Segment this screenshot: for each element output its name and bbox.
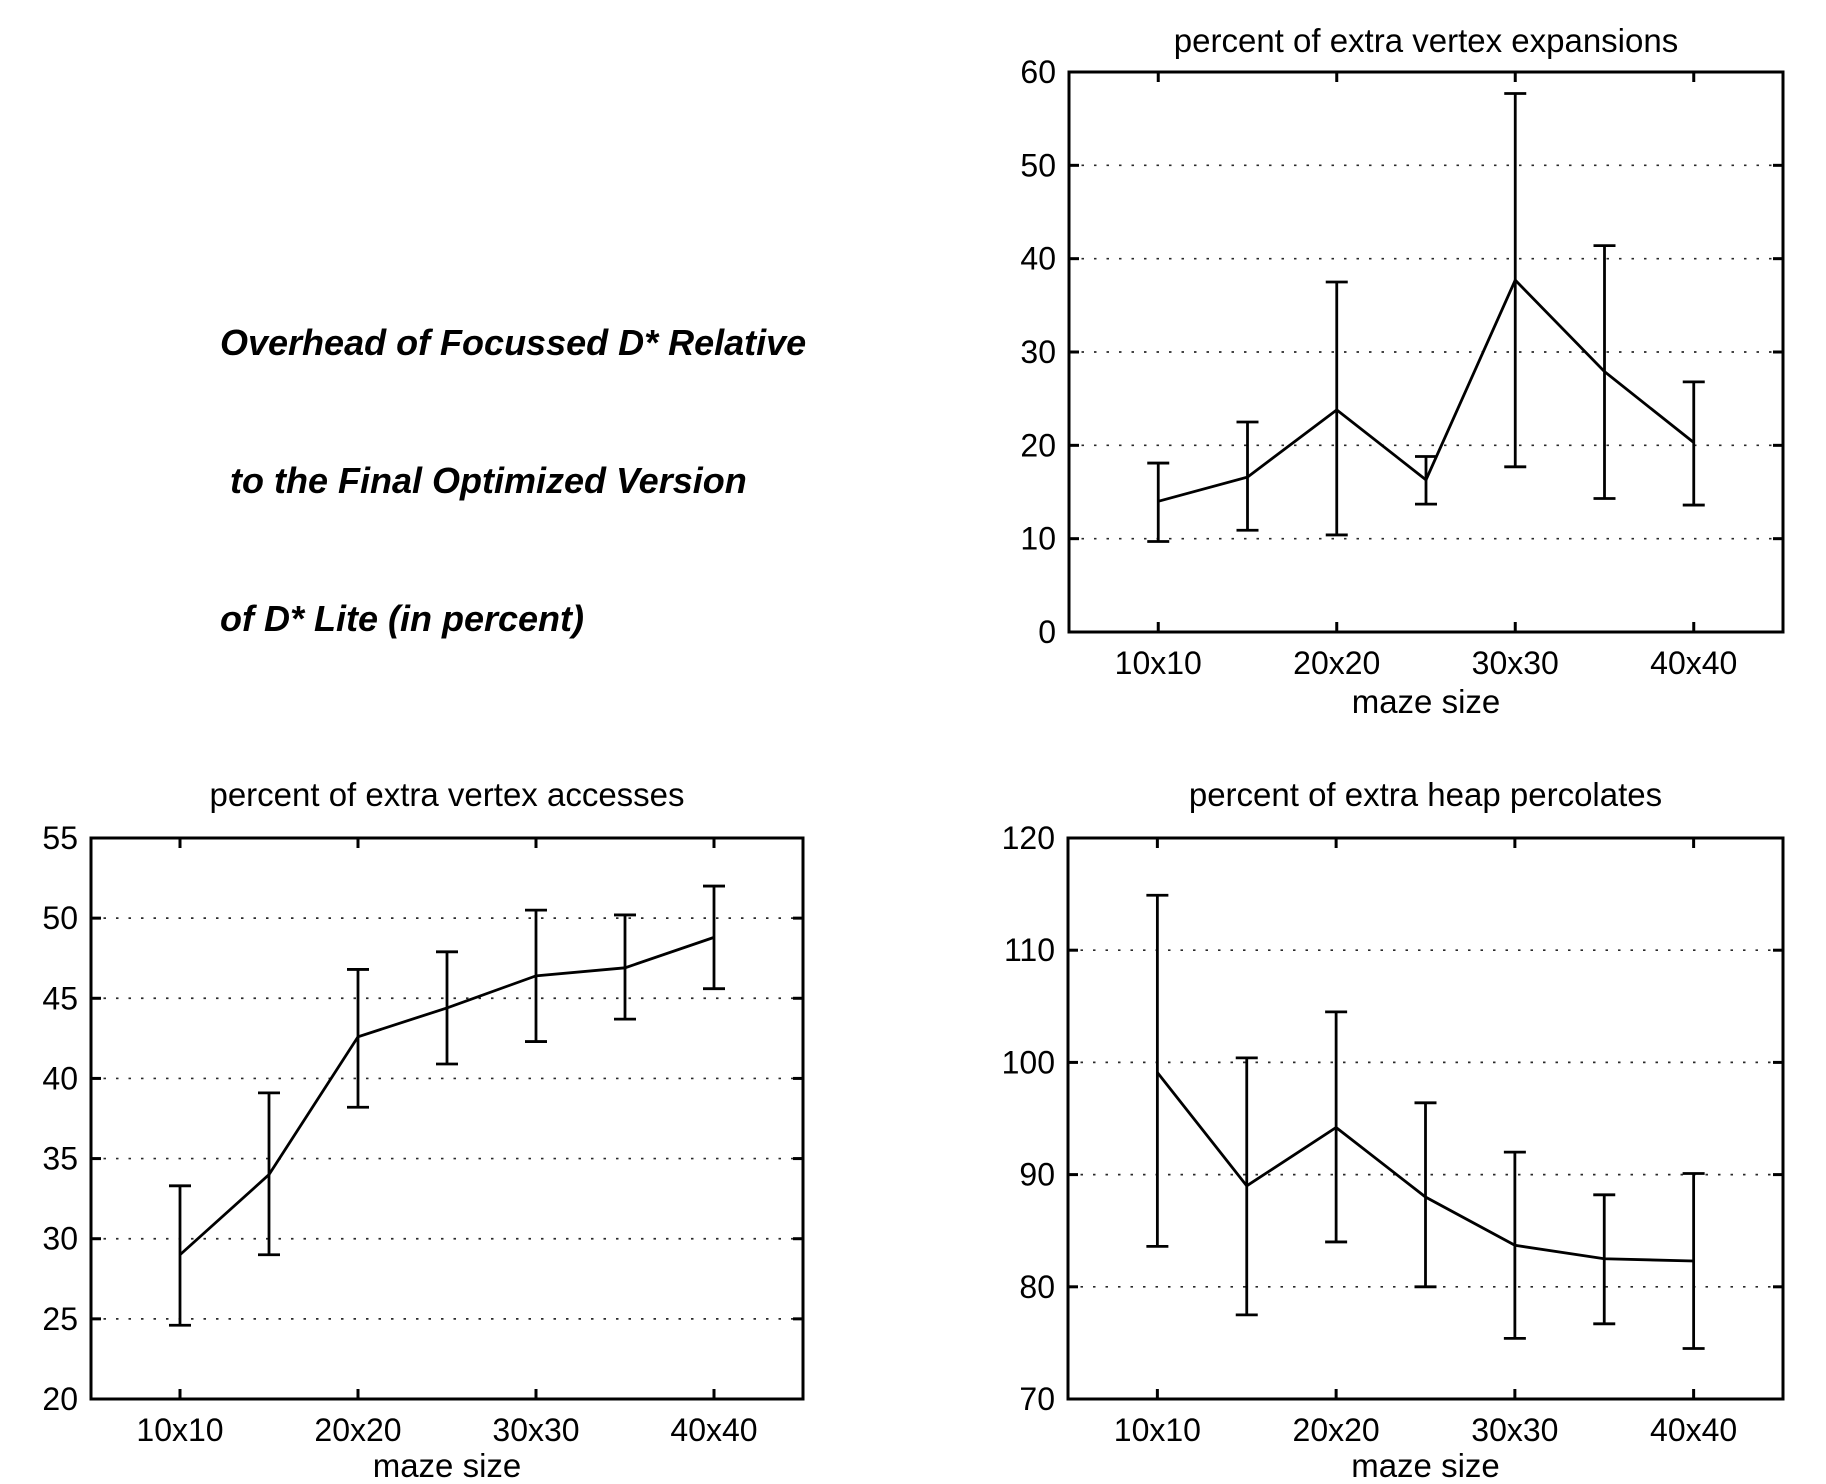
x-tick-label: 30x30 (1471, 1412, 1558, 1448)
y-tick-label: 20 (42, 1381, 78, 1417)
x-tick-label: 30x30 (1472, 645, 1559, 681)
x-tick-label: 30x30 (492, 1412, 579, 1448)
x-tick-label: 40x40 (1650, 645, 1737, 681)
y-tick-label: 20 (1020, 427, 1056, 463)
y-tick-label: 50 (1020, 147, 1056, 183)
x-axis-label: maze size (1351, 1447, 1500, 1484)
chart-title: percent of extra vertex accesses (209, 776, 684, 813)
x-axis-label: maze size (373, 1447, 522, 1484)
y-tick-label: 35 (42, 1141, 78, 1177)
series-line (1156, 1071, 1694, 1263)
y-tick-label: 100 (1002, 1044, 1055, 1080)
x-tick-label: 10x10 (1115, 645, 1202, 681)
x-tick-label: 40x40 (670, 1412, 757, 1448)
y-tick-label: 40 (42, 1060, 78, 1096)
y-tick-label: 0 (1038, 614, 1056, 650)
y-tick-label: 80 (1019, 1269, 1055, 1305)
y-tick-label: 30 (42, 1221, 78, 1257)
x-tick-label: 10x10 (136, 1412, 223, 1448)
y-tick-label: 90 (1019, 1157, 1055, 1193)
error-bar (169, 1184, 191, 1327)
y-tick-label: 40 (1020, 241, 1056, 277)
error-bar (1682, 380, 1705, 507)
y-tick-label: 30 (1020, 334, 1056, 370)
series-line (1157, 277, 1695, 503)
y-tick-label: 10 (1020, 521, 1056, 557)
error-bar (1147, 461, 1170, 543)
x-axis-label: maze size (1352, 683, 1501, 720)
x-tick-label: 10x10 (1114, 1412, 1201, 1448)
y-tick-label: 60 (1020, 54, 1056, 90)
y-tick-label: 25 (42, 1301, 78, 1337)
y-tick-label: 70 (1019, 1381, 1055, 1417)
error-bar (1414, 1101, 1437, 1289)
plot-box (1067, 70, 1785, 634)
plot-box (1066, 836, 1785, 1401)
y-tick-label: 55 (42, 820, 78, 856)
plot-box (89, 836, 805, 1401)
chart-vertex-accesses: 20 25 30 35 40 45 50 55 10x10 20x20 30x30 40x40 perc… (42, 776, 805, 1484)
figure-title-line-1: Overhead of Focussed D* Relative (220, 322, 807, 363)
x-tick-label: 40x40 (1650, 1412, 1737, 1448)
chart-vertex-expansions: 0 10 20 30 40 50 60 10x10 20x20 30x30 40x40 percent… (1020, 22, 1785, 720)
chart-title: percent of extra vertex expansions (1174, 22, 1678, 59)
series-line (179, 936, 715, 1256)
figure-title: Overhead of Focussed D* Relative to the … (220, 228, 806, 734)
x-tick-label: 20x20 (1293, 1412, 1380, 1448)
y-tick-label: 120 (1002, 820, 1055, 856)
figure-title-line-3: of D* Lite (in percent) (220, 598, 585, 639)
x-tick-label: 20x20 (314, 1412, 401, 1448)
chart-title: percent of extra heap percolates (1189, 776, 1662, 813)
figure-title-line-2: to the Final Optimized Version (220, 460, 747, 501)
y-tick-label: 110 (1004, 932, 1055, 968)
error-bar (1146, 893, 1169, 1248)
x-tick-label: 20x20 (1293, 645, 1380, 681)
chart-heap-percolates: 70 80 90 100 110 120 10x10 20x20 30x30 40x40 perce… (1002, 776, 1785, 1484)
y-tick-label: 50 (42, 900, 78, 936)
y-tick-label: 45 (42, 980, 78, 1016)
